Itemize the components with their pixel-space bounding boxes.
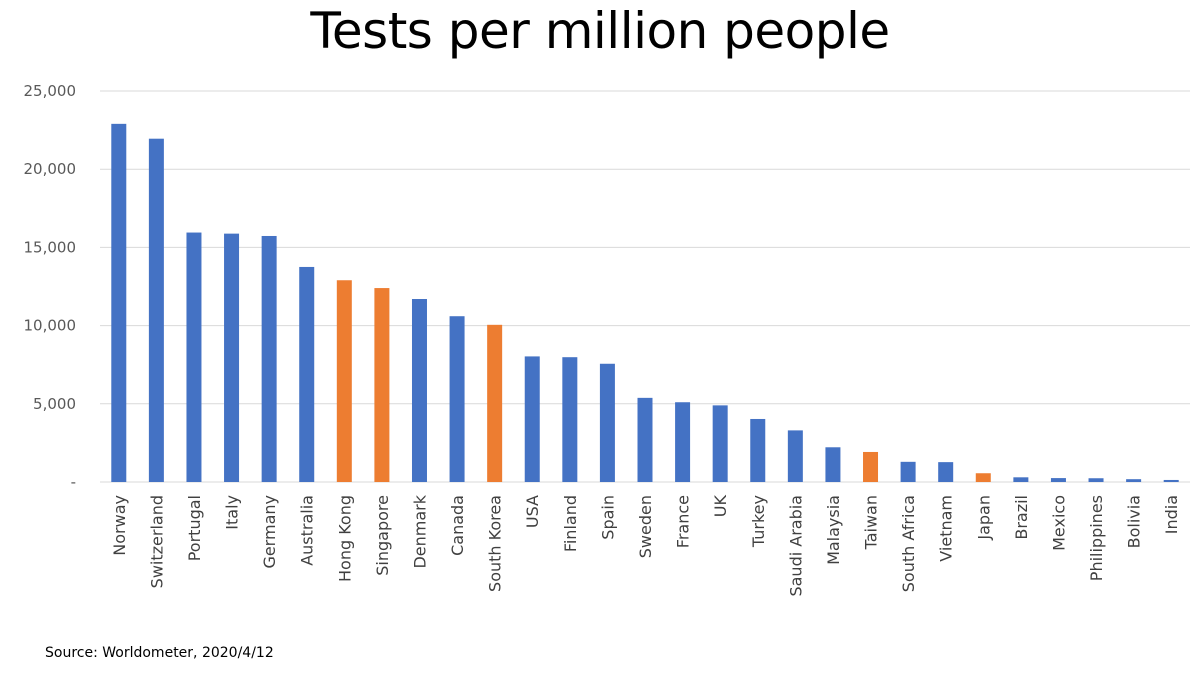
bar-france — [675, 402, 691, 482]
bar-japan — [975, 473, 991, 482]
bar-brazil — [1013, 477, 1029, 482]
bar-canada — [449, 316, 465, 482]
bar-germany — [261, 235, 277, 482]
bar-uk — [712, 405, 728, 482]
chart-title: Tests per million people — [310, 2, 890, 60]
x-tick-label: Switzerland — [147, 495, 166, 588]
bar-switzerland — [148, 138, 164, 482]
bar-turkey — [750, 418, 766, 482]
x-tick-label: Germany — [260, 495, 279, 569]
x-tick-label: South Korea — [486, 495, 505, 592]
x-tick-label: Finland — [561, 495, 580, 552]
x-tick-label: Denmark — [410, 494, 429, 568]
bar-chart: - 5,000 10,000 15,000 20,000 25,000 Norway Swit… — [24, 82, 1190, 597]
bar-norway — [111, 123, 127, 483]
bar-denmark — [411, 299, 427, 482]
bar-italy — [224, 233, 240, 482]
y-tick-label: 25,000 — [24, 82, 77, 100]
x-tick-label: Turkey — [749, 495, 768, 548]
bar-south-africa — [900, 461, 916, 482]
bar-hong-kong — [336, 280, 352, 482]
bar-saudi-arabia — [787, 430, 803, 482]
x-tick-label: Brazil — [1012, 495, 1031, 540]
y-tick-label: 10,000 — [24, 317, 77, 335]
y-tick-label: 15,000 — [24, 238, 77, 256]
x-tick-label: Taiwan — [862, 495, 881, 550]
x-tick-label: Italy — [223, 495, 242, 530]
x-tick-label: Vietnam — [937, 495, 956, 562]
bar-singapore — [374, 288, 390, 482]
bar-usa — [524, 356, 540, 482]
bar-india — [1163, 479, 1179, 482]
x-tick-label: Philippines — [1087, 495, 1106, 581]
x-tick-label: India — [1162, 495, 1181, 534]
x-tick-label: Saudi Arabia — [786, 495, 805, 597]
x-tick-label: South Africa — [899, 495, 918, 592]
x-tick-label: Spain — [598, 495, 617, 540]
bar-bolivia — [1126, 479, 1142, 482]
bar-taiwan — [863, 451, 879, 482]
x-tick-label: UK — [711, 494, 730, 517]
x-tick-label: Canada — [448, 495, 467, 556]
bar-finland — [562, 357, 578, 482]
bar-malaysia — [825, 447, 841, 482]
x-tick-label: Hong Kong — [335, 495, 354, 582]
x-tick-label: USA — [523, 495, 542, 528]
y-tick-label: - — [71, 473, 76, 491]
source-note: Source: Worldometer, 2020/4/12 — [45, 645, 274, 661]
x-tick-label: Portugal — [185, 495, 204, 561]
x-tick-label: Singapore — [373, 495, 392, 576]
bar-philippines — [1088, 478, 1104, 482]
x-tick-label: Australia — [298, 495, 317, 566]
x-tick-label: Bolivia — [1125, 495, 1144, 548]
bar-south-korea — [487, 324, 503, 482]
x-tick-label: Malaysia — [824, 495, 843, 565]
bar-mexico — [1050, 478, 1066, 482]
x-tick-label: Mexico — [1049, 495, 1068, 551]
bar-spain — [599, 363, 615, 482]
x-tick-label: Sweden — [636, 495, 655, 558]
bar-portugal — [186, 232, 202, 482]
bar-vietnam — [938, 462, 954, 482]
x-tick-label: France — [674, 495, 693, 548]
x-tick-label: Norway — [110, 495, 129, 556]
x-tick-label: Japan — [974, 495, 993, 541]
bar-australia — [299, 266, 315, 482]
bar-sweden — [637, 397, 653, 482]
y-tick-label: 5,000 — [33, 395, 76, 413]
y-tick-label: 20,000 — [24, 160, 77, 178]
